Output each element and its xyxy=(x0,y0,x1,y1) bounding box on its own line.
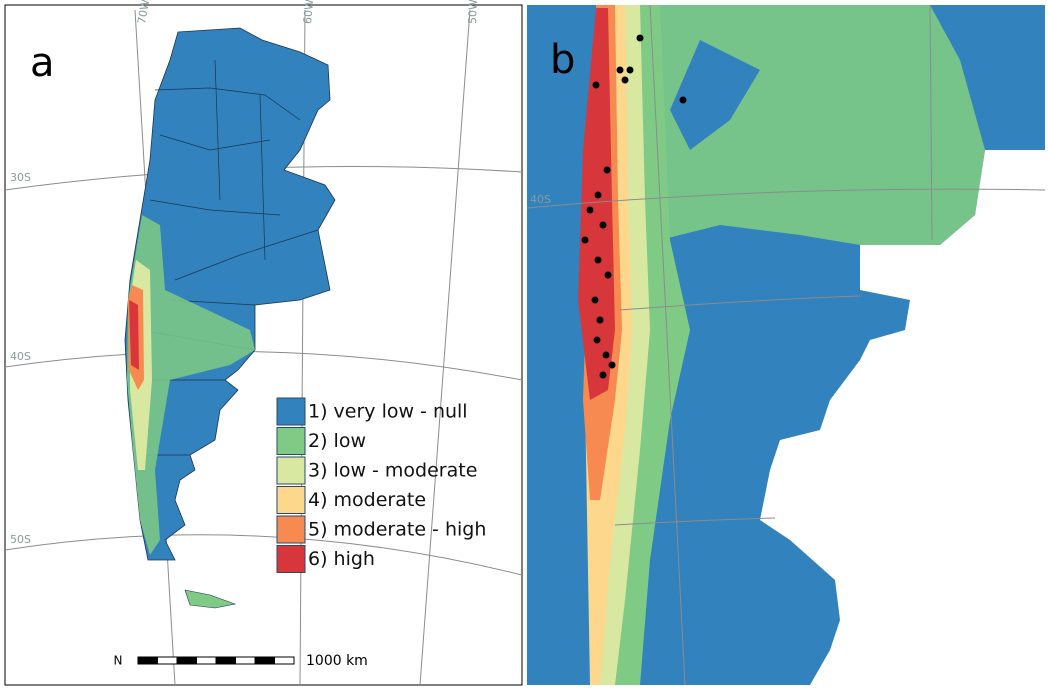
argentina xyxy=(124,27,336,561)
legend: 1) very low - null 2) low 3) low - moderat… xyxy=(276,397,486,573)
scale-segment xyxy=(215,656,236,665)
legend-swatch xyxy=(276,545,306,573)
ocean xyxy=(760,150,1045,685)
legend-label: 5) moderate - high xyxy=(308,519,486,541)
graticule-label: 30S xyxy=(10,171,31,184)
north-arrow: N xyxy=(114,654,123,668)
scale-segment xyxy=(176,656,197,665)
scale-segment xyxy=(274,656,295,665)
legend-label: 1) very low - null xyxy=(308,401,468,423)
graticule xyxy=(526,4,1046,686)
legend-swatch xyxy=(276,397,306,426)
graticule-label: 40S xyxy=(530,193,551,206)
panel-a: a 70W 60W 50W 30S 40S 50S 1) very low - … xyxy=(4,0,523,686)
scale-segment xyxy=(137,656,158,665)
zone-low xyxy=(127,215,255,555)
graticule-label: 50W xyxy=(466,0,480,24)
scale-segment xyxy=(196,656,217,665)
legend-swatch xyxy=(276,486,306,514)
scale-segment xyxy=(157,656,178,665)
scale-segment xyxy=(235,656,256,665)
panel-b: b 40S xyxy=(526,4,1046,686)
panel-label: a xyxy=(30,40,55,86)
legend-swatch xyxy=(276,456,306,485)
occurrence-points xyxy=(581,34,687,379)
graticule-label: 40S xyxy=(10,350,31,363)
zone-very-low xyxy=(670,40,760,150)
scale-label: 1000 km xyxy=(306,653,368,669)
tierra-del-fuego xyxy=(184,589,237,609)
graticule-label: 50S xyxy=(10,533,31,546)
zone-high xyxy=(129,300,139,370)
zone-high xyxy=(578,8,615,400)
scale-bar xyxy=(137,656,295,665)
graticule-label: 70W xyxy=(135,0,152,25)
legend-label: 4) moderate xyxy=(308,489,426,511)
graticule-label: 60W xyxy=(301,0,316,25)
legend-label: 2) low xyxy=(308,430,366,452)
legend-swatch xyxy=(276,427,306,455)
scale-segment xyxy=(254,656,275,665)
legend-swatch xyxy=(276,515,306,544)
panel-label: b xyxy=(550,37,575,83)
legend-label: 6) high xyxy=(308,548,375,570)
legend-label: 3) low - moderate xyxy=(308,460,477,482)
